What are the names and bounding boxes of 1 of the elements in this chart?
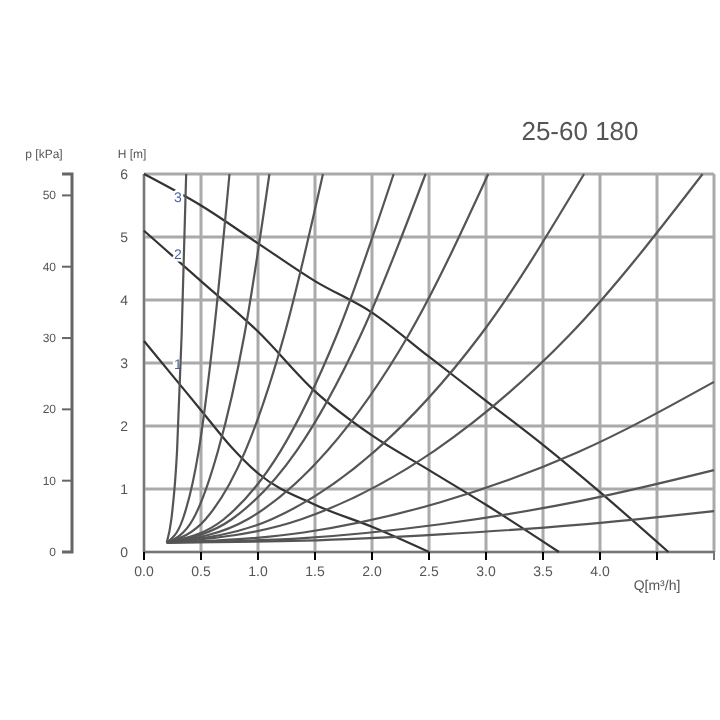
chart-title: 25-60 180 [521,116,639,146]
